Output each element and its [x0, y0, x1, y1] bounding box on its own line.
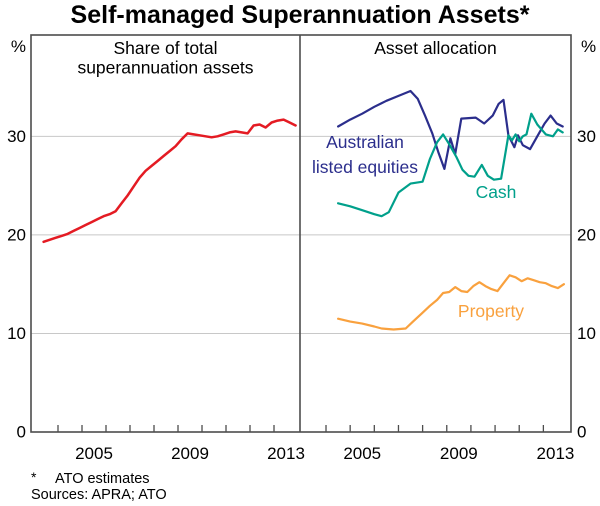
svg-text:0: 0 [17, 423, 26, 442]
svg-text:0: 0 [577, 423, 586, 442]
svg-text:Share of total: Share of total [113, 38, 217, 58]
svg-text:2009: 2009 [171, 444, 209, 463]
series-label-equities: listed equities [312, 157, 418, 177]
panel-allocation-series [337, 89, 566, 331]
series-line-equities [337, 89, 564, 170]
footnote-text: ATO estimates [55, 471, 150, 487]
svg-text:2009: 2009 [440, 444, 478, 463]
svg-text:30: 30 [7, 127, 26, 146]
svg-text:30: 30 [577, 127, 596, 146]
panel-share-series [42, 118, 297, 244]
svg-text:2005: 2005 [75, 444, 113, 463]
y-unit-left: % [11, 37, 26, 56]
svg-text:10: 10 [7, 324, 26, 343]
y-axis-labels: 0 0 10 10 20 20 30 30%% [7, 37, 596, 442]
gridlines [31, 135, 571, 334]
x-axis-year-labels: 2005 2009 2013 2005 2009 2013 [75, 444, 574, 463]
svg-text:2013: 2013 [537, 444, 575, 463]
series-labels: Australian listed equities Cash Property [312, 132, 524, 321]
series-label-cash: Cash [476, 182, 517, 202]
series-line-cash [337, 112, 564, 218]
y-unit-right: % [581, 37, 596, 56]
series-line-property [337, 274, 566, 331]
series-line-share [42, 118, 297, 244]
x-axis-ticks [57, 425, 545, 432]
svg-text:Asset allocation: Asset allocation [374, 38, 497, 58]
chart-title: Self-managed Superannuation Assets* [70, 1, 530, 29]
svg-text:superannuation assets: superannuation assets [77, 58, 253, 78]
sources-line: Sources: APRA; ATO [31, 487, 167, 503]
series-label-property: Property [458, 301, 524, 321]
plot-frame [30, 34, 572, 433]
svg-text:2013: 2013 [267, 444, 305, 463]
footnote-marker: * [31, 469, 37, 485]
svg-text:2005: 2005 [343, 444, 381, 463]
svg-text:20: 20 [577, 225, 596, 244]
svg-text:10: 10 [577, 324, 596, 343]
series-label-equities: Australian [326, 132, 404, 152]
svg-text:20: 20 [7, 225, 26, 244]
